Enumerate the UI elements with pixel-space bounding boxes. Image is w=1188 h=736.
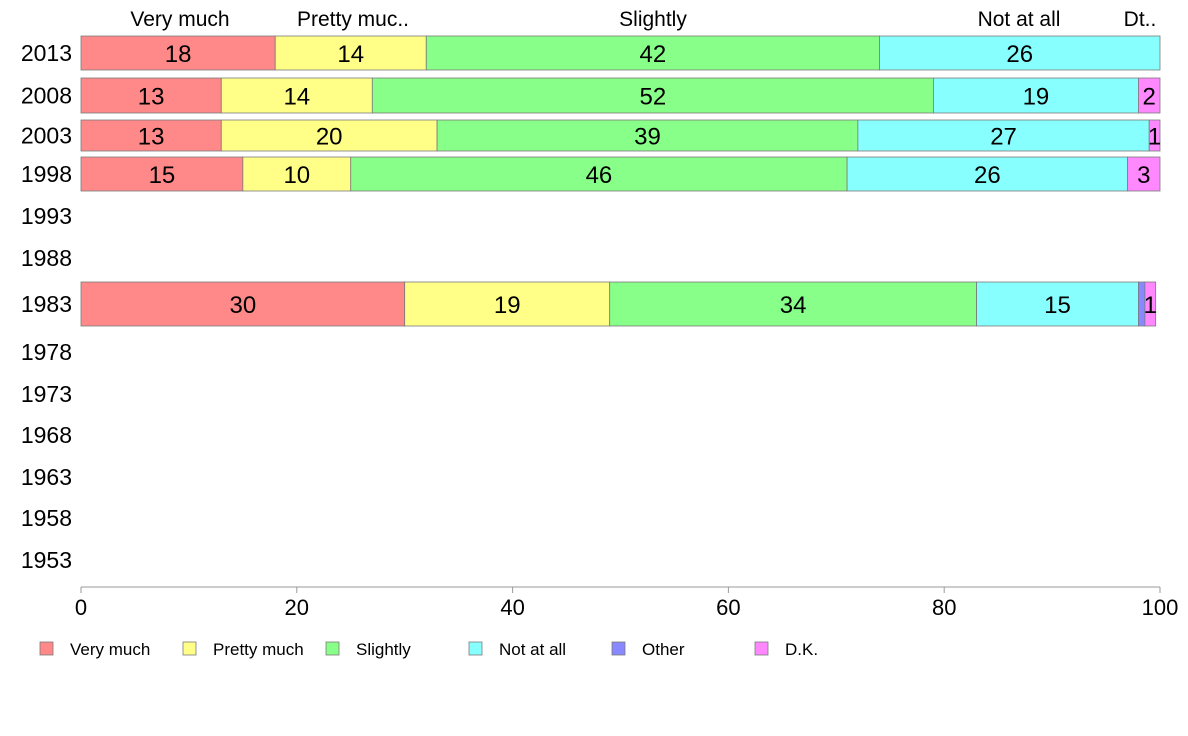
- data-label-1998-1: 10: [283, 162, 310, 189]
- data-label-2008-2: 52: [640, 84, 667, 111]
- y-label-2013: 2013: [21, 40, 72, 66]
- data-label-1998-5: 3: [1137, 162, 1150, 189]
- bar-2013-pretty-much: [274, 35, 427, 71]
- legend-label-very-much: Very much: [70, 640, 150, 659]
- bar-1983-d-k-: [1144, 281, 1157, 327]
- legend: Very much Pretty much Slightly Not at all Ot…: [39, 640, 818, 659]
- y-label-1958: 1958: [21, 505, 72, 531]
- column-header-2: Slightly: [619, 8, 687, 31]
- legend-swatch-slightly: [325, 641, 340, 656]
- column-header-3: Not at all: [978, 8, 1061, 31]
- data-label-2003-5: 1: [1148, 124, 1161, 151]
- y-label-1998: 1998: [21, 161, 72, 187]
- data-label-2003-1: 20: [316, 124, 343, 151]
- x-tick-label-80: 80: [932, 595, 956, 620]
- bar-2008-not-at-all: [933, 77, 1139, 114]
- x-axis: 0 20 40 60 80 100: [75, 586, 1179, 620]
- bar-row-2013: 18 14 42 26: [80, 35, 1161, 71]
- data-label-2008-0: 13: [138, 84, 165, 111]
- legend-item-not-at-all: Not at all: [468, 640, 566, 659]
- data-label-2008-1: 14: [283, 84, 310, 111]
- bar-1983-very-much: [80, 281, 406, 327]
- legend-label-pretty-much: Pretty much: [213, 640, 304, 659]
- data-label-2013-2: 42: [640, 41, 667, 68]
- legend-swatch-d-k-: [754, 641, 769, 656]
- bar-1998-d-k-: [1127, 156, 1161, 192]
- bar-2003-d-k-: [1148, 119, 1161, 152]
- data-label-1983-1: 19: [494, 292, 521, 319]
- bar-1983-slightly: [609, 281, 977, 327]
- y-label-2003: 2003: [21, 123, 72, 149]
- data-label-2008-3: 19: [1023, 84, 1050, 111]
- bar-2008-d-k-: [1138, 77, 1161, 114]
- data-label-2013-3: 26: [1006, 41, 1033, 68]
- bar-1983-pretty-much: [404, 281, 611, 327]
- bar-row-1983: 30 19 34 15 1: [80, 281, 1157, 327]
- data-label-2008-5: 2: [1143, 84, 1156, 111]
- legend-item-d-k-: D.K.: [754, 640, 818, 659]
- data-label-1998-0: 15: [149, 162, 176, 189]
- x-tick-label-60: 60: [716, 595, 740, 620]
- legend-swatch-not-at-all: [468, 641, 483, 656]
- legend-label-slightly: Slightly: [356, 640, 411, 659]
- y-label-1968: 1968: [21, 422, 72, 448]
- x-tick-label-100: 100: [1142, 595, 1179, 620]
- y-label-1988: 1988: [21, 245, 72, 271]
- bar-1998-pretty-much: [242, 156, 352, 192]
- bar-row-2003: 13 20 39 27 1: [80, 119, 1161, 152]
- data-label-1998-2: 46: [586, 162, 613, 189]
- y-label-1973: 1973: [21, 381, 72, 407]
- bar-2008-slightly: [371, 77, 934, 114]
- data-label-1998-3: 26: [974, 162, 1001, 189]
- bar-2008-very-much: [80, 77, 222, 114]
- y-label-1983: 1983: [21, 291, 72, 317]
- bar-2003-not-at-all: [857, 119, 1150, 152]
- x-tick-label-20: 20: [285, 595, 309, 620]
- bar-2013-very-much: [80, 35, 276, 71]
- y-label-1963: 1963: [21, 464, 72, 490]
- bar-2003-slightly: [436, 119, 859, 152]
- data-label-1983-5: 1: [1144, 292, 1157, 319]
- bar-1998-slightly: [350, 156, 848, 192]
- bar-2003-pretty-much: [220, 119, 438, 152]
- data-label-1983-2: 34: [780, 292, 807, 319]
- legend-label-other: Other: [642, 640, 685, 659]
- legend-item-very-much: Very much: [39, 640, 150, 659]
- x-tick-label-40: 40: [500, 595, 524, 620]
- x-tick-label-0: 0: [75, 595, 87, 620]
- column-header-1: Pretty muc..: [297, 8, 409, 31]
- data-label-2003-2: 39: [634, 124, 661, 151]
- y-label-1953: 1953: [21, 547, 72, 573]
- bar-2003-very-much: [80, 119, 222, 152]
- y-label-1978: 1978: [21, 339, 72, 365]
- y-axis-labels: 2013 2008 2003 1998 1993 1988 1983 1978 1973 1968…: [21, 40, 72, 573]
- data-label-1983-0: 30: [229, 292, 256, 319]
- data-label-1983-3: 15: [1044, 292, 1071, 319]
- data-label-2013-1: 14: [337, 41, 364, 68]
- column-headers: Very much Pretty muc.. Slightly Not at all D…: [130, 8, 1156, 31]
- bar-2013-not-at-all: [879, 35, 1161, 71]
- data-label-2003-0: 13: [138, 124, 165, 151]
- legend-swatch-pretty-much: [182, 641, 197, 656]
- legend-item-pretty-much: Pretty much: [182, 640, 304, 659]
- bar-row-2008: 13 14 52 19 2: [80, 77, 1161, 114]
- legend-label-d-k-: D.K.: [785, 640, 818, 659]
- legend-item-slightly: Slightly: [325, 640, 411, 659]
- data-label-2013-0: 18: [165, 41, 192, 68]
- legend-swatch-other: [611, 641, 626, 656]
- column-header-0: Very much: [130, 8, 229, 31]
- bar-2013-slightly: [425, 35, 880, 71]
- y-label-1993: 1993: [21, 203, 72, 229]
- data-label-2003-3: 27: [990, 124, 1017, 151]
- legend-item-other: Other: [611, 640, 685, 659]
- column-header-4: Dt..: [1124, 8, 1157, 31]
- bar-1998-not-at-all: [846, 156, 1129, 192]
- bar-row-1998: 15 10 46 26 3: [80, 156, 1161, 192]
- legend-label-not-at-all: Not at all: [499, 640, 566, 659]
- bar-2008-pretty-much: [220, 77, 373, 114]
- legend-swatch-very-much: [39, 641, 54, 656]
- y-label-2008: 2008: [21, 83, 72, 109]
